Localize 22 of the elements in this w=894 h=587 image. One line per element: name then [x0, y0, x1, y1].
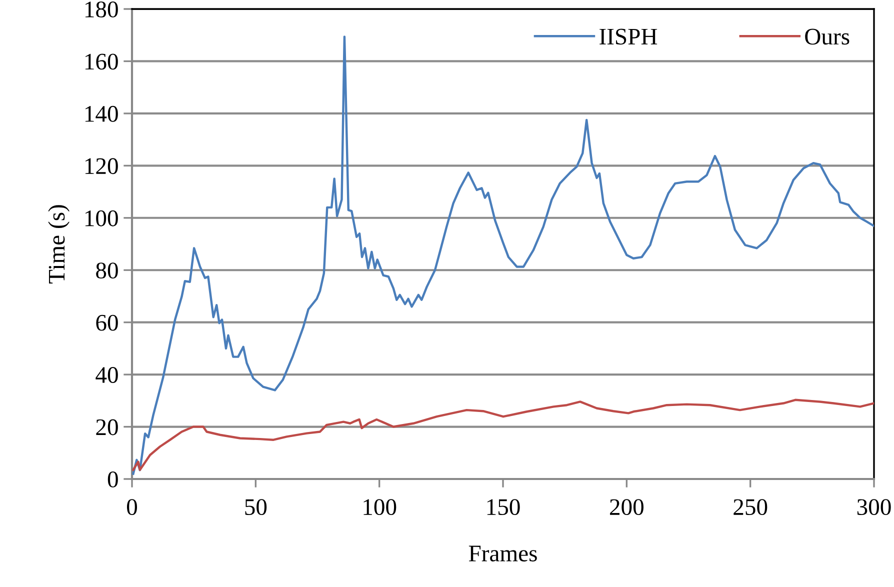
y-tick-label: 100 [85, 210, 118, 226]
legend-label: Ours [805, 28, 850, 45]
y-tick-label: 80 [96, 262, 118, 279]
y-tick-label: 180 [85, 1, 118, 18]
y-tick-label: 40 [96, 367, 118, 383]
x-tick-label: 200 [610, 499, 644, 516]
y-tick-label: 0 [108, 471, 118, 488]
x-tick-label: 50 [245, 499, 267, 516]
x-tick-label: 0 [126, 499, 138, 516]
y-tick-label: 140 [85, 106, 118, 122]
y-tick-label: 20 [96, 419, 118, 436]
x-tick-label: 300 [857, 499, 891, 516]
x-tick-label: 100 [364, 499, 396, 516]
y-axis-title: Time (s) [48, 205, 70, 284]
y-tick-label: 160 [85, 54, 118, 70]
y-tick-label: 60 [96, 314, 118, 331]
legend-label: IISPH [600, 28, 658, 45]
x-tick-label: 150 [487, 499, 520, 516]
y-tick-label: 120 [85, 158, 118, 174]
x-tick-label: 250 [734, 499, 768, 516]
x-axis-title: Frames [468, 546, 537, 562]
line-series [132, 398, 874, 471]
